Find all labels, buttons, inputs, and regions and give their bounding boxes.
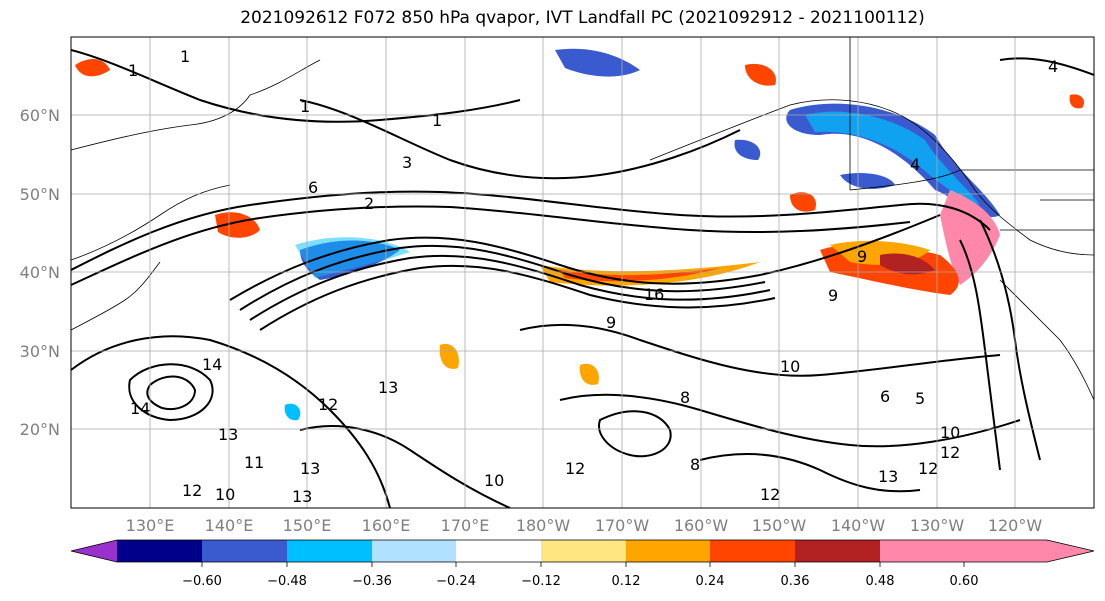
contour-label: 6 [880, 387, 890, 406]
lon-label: 140°E [205, 516, 254, 535]
colorbar-tick-label: −0.12 [521, 574, 561, 589]
colorbar-tick-label: 0.48 [866, 574, 895, 589]
contour-label: 13 [292, 487, 312, 506]
contour-label: 1 [180, 47, 190, 66]
graticule [71, 37, 1094, 508]
contour-label: 12 [318, 395, 338, 414]
contour-label: 10 [484, 471, 504, 490]
contour-label: 9 [606, 313, 616, 332]
contour-label: 12 [940, 443, 960, 462]
contour-label: 8 [690, 455, 700, 474]
lon-label: 150°E [283, 516, 332, 535]
lon-label: 170°W [595, 516, 650, 535]
colorbar-segment [710, 540, 795, 562]
colorbar-segment [626, 540, 710, 562]
colorbar-segment [456, 540, 541, 562]
contour-label: 12 [760, 485, 780, 504]
contour-label: 1 [300, 97, 310, 116]
latitude-axis: 60°N 50°N 40°N 30°N 20°N [20, 106, 60, 439]
lon-label: 160°E [362, 516, 411, 535]
colorbar-tick-label: 0.60 [950, 574, 979, 589]
longitude-axis: 130°E 140°E 150°E 160°E 170°E 180°W 170°… [126, 516, 1043, 535]
lon-label: 170°E [441, 516, 490, 535]
map-title: 2021092612 F072 850 hPa qvapor, IVT Land… [240, 8, 925, 28]
lon-label: 130°E [126, 516, 175, 535]
contour-label: 14 [202, 355, 222, 374]
contour-label: 12 [565, 459, 585, 478]
colorbar-tick-label: 0.12 [612, 574, 641, 589]
lon-label: 160°W [674, 516, 729, 535]
map-frame [70, 36, 1095, 509]
colorbar-segment [202, 540, 287, 562]
lat-label: 30°N [20, 342, 60, 361]
colorbar-segment [541, 540, 626, 562]
lat-label: 50°N [20, 185, 60, 204]
contour-label: 10 [780, 357, 800, 376]
contour-label: 10 [940, 423, 960, 442]
contour-label: 10 [215, 485, 235, 504]
contour-label: 12 [182, 481, 202, 500]
contour-label: 6 [308, 178, 318, 197]
ivt-contours [71, 49, 1094, 508]
colorbar: −0.60 −0.48 −0.36 −0.24 −0.12 0.12 0.24 … [70, 539, 1095, 589]
contour-label: 8 [680, 388, 690, 407]
lon-label: 130°W [910, 516, 965, 535]
colorbar-tick-label: 0.24 [696, 574, 725, 589]
lat-label: 40°N [20, 263, 60, 282]
contour-labels: 1 1 1 1 3 6 2 4 4 9 9 14 14 13 12 13 13 … [128, 47, 1058, 506]
colorbar-segment [795, 540, 880, 562]
colorbar-segment [117, 540, 202, 562]
colorbar-extend-low [71, 540, 117, 562]
lat-label: 60°N [20, 106, 60, 125]
contour-label: 13 [878, 467, 898, 486]
colorbar-segment [287, 540, 372, 562]
contour-label: 2 [364, 194, 374, 213]
contour-label: 9 [828, 286, 838, 305]
lon-label: 120°W [988, 516, 1043, 535]
contour-label: 9 [857, 247, 867, 266]
lon-label: 140°W [831, 516, 886, 535]
colorbar-extend-high [880, 540, 1094, 562]
contour-label: 1 [432, 111, 442, 130]
contour-label: 4 [1048, 57, 1058, 76]
lon-label: 150°W [752, 516, 807, 535]
colorbar-tick-label: −0.60 [182, 574, 222, 589]
contour-label: 11 [244, 453, 264, 472]
contour-label: 13 [378, 378, 398, 397]
contour-label: 3 [402, 153, 412, 172]
coastlines [71, 37, 1094, 401]
colorbar-tick-label: 0.36 [781, 574, 810, 589]
contour-label: 13 [218, 425, 238, 444]
colorbar-tick-label: −0.24 [436, 574, 476, 589]
colorbar-segment [372, 540, 456, 562]
contour-label: 4 [910, 155, 920, 174]
contour-label: 16 [644, 285, 664, 304]
contour-label: 1 [128, 61, 138, 80]
contour-label: 13 [300, 459, 320, 478]
contour-label: 14 [130, 399, 150, 418]
contour-label: 5 [915, 389, 925, 408]
lat-label: 20°N [20, 420, 60, 439]
lon-label: 180°W [516, 516, 571, 535]
colorbar-tick-label: −0.48 [267, 574, 307, 589]
contour-label: 12 [918, 459, 938, 478]
colorbar-tick-label: −0.36 [352, 574, 392, 589]
